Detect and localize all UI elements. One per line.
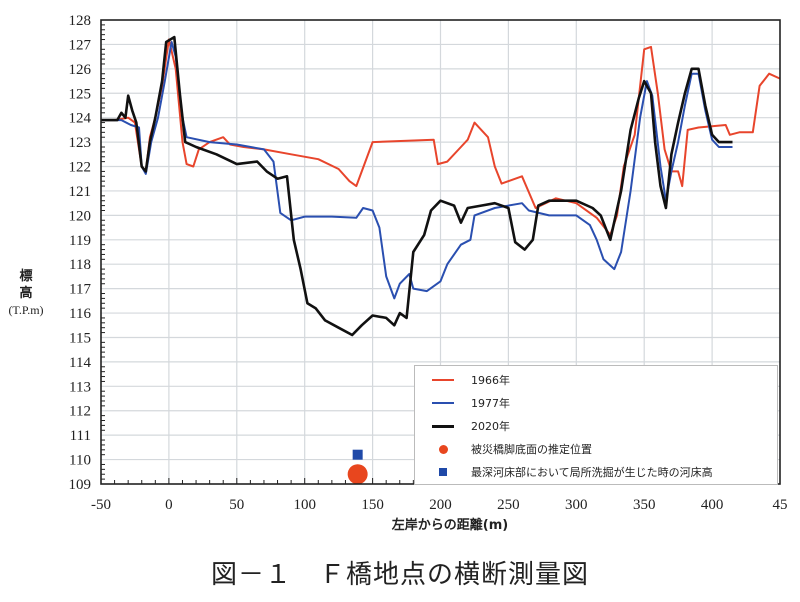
svg-text:119: 119	[69, 233, 91, 249]
svg-text:114: 114	[69, 355, 91, 371]
svg-text:200: 200	[429, 497, 452, 513]
orange-dot-icon	[438, 444, 448, 454]
svg-text:110: 110	[69, 453, 91, 469]
svg-text:115: 115	[69, 330, 91, 346]
svg-text:0: 0	[165, 497, 173, 513]
y-axis-ticks: 109 110 111 112 113 114 115 116 117 118 119 120 121 1…	[69, 13, 105, 493]
legend-label: 最深河床部において局所洗掘が生じた時の河床高	[471, 466, 713, 479]
legend-item-2020: 2020年	[415, 415, 510, 437]
svg-text:128: 128	[69, 13, 92, 29]
legend-item-scour-bed: 最深河床部において局所洗掘が生じた時の河床高	[415, 461, 713, 483]
legend: 1966年 1977年 2020年 被災橋脚底面の推定位置 最深河床部において局…	[414, 365, 778, 485]
svg-text:122: 122	[69, 160, 92, 176]
legend-item-1977: 1977年	[415, 392, 510, 414]
legend-label: 被災橋脚底面の推定位置	[471, 443, 592, 456]
svg-text:113: 113	[69, 379, 91, 395]
black-line-icon	[432, 424, 454, 428]
y-axis-label: 標高 (T.P.m)	[4, 268, 48, 319]
svg-text:-50: -50	[91, 497, 111, 513]
svg-text:116: 116	[69, 306, 91, 322]
svg-text:112: 112	[69, 404, 91, 420]
svg-text:125: 125	[69, 86, 92, 102]
legend-label: 1966年	[471, 374, 510, 387]
svg-text:109: 109	[69, 477, 92, 493]
svg-text:50: 50	[229, 497, 244, 513]
svg-text:100: 100	[293, 497, 316, 513]
data-markers	[347, 449, 368, 485]
y-axis-title: 標高	[19, 269, 33, 301]
legend-label: 1977年	[471, 397, 510, 410]
svg-text:123: 123	[69, 135, 92, 151]
y-axis-unit: (T.P.m)	[8, 303, 44, 317]
legend-item-pier-base: 被災橋脚底面の推定位置	[415, 438, 592, 460]
svg-text:45: 45	[773, 497, 788, 513]
svg-text:127: 127	[69, 37, 92, 53]
figure-caption: 図－１ Ｆ橋地点の横断測量図	[210, 560, 589, 590]
svg-text:117: 117	[69, 282, 91, 298]
legend-label: 2020年	[471, 420, 510, 433]
svg-text:111: 111	[70, 428, 91, 444]
red-line-icon	[432, 379, 454, 381]
series-lines	[101, 35, 781, 337]
svg-text:126: 126	[69, 62, 92, 78]
svg-text:150: 150	[361, 497, 384, 513]
svg-text:300: 300	[565, 497, 588, 513]
blue-line-icon	[432, 402, 454, 404]
svg-text:121: 121	[69, 184, 92, 200]
svg-text:120: 120	[69, 208, 92, 224]
svg-text:400: 400	[701, 497, 724, 513]
blue-square-icon	[439, 468, 447, 476]
svg-text:250: 250	[497, 497, 520, 513]
legend-item-1966: 1966年	[415, 369, 510, 391]
svg-text:124: 124	[69, 111, 92, 127]
svg-text:118: 118	[69, 257, 91, 273]
svg-text:350: 350	[633, 497, 656, 513]
x-axis-label: 左岸からの距離(m)	[391, 518, 509, 533]
